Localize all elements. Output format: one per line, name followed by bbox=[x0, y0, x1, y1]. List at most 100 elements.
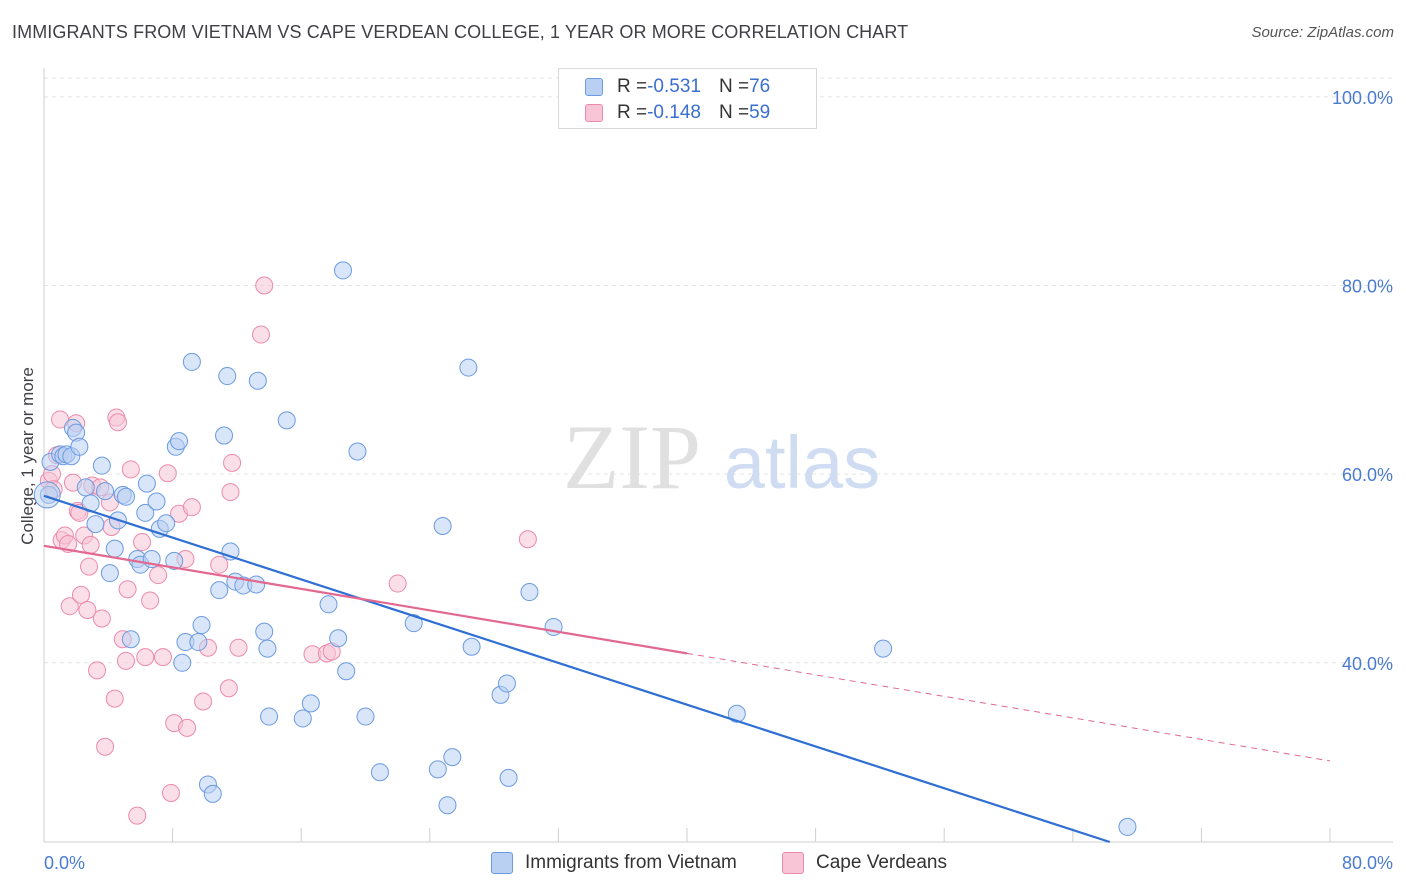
data-point-vietnam bbox=[121, 630, 140, 649]
data-point-vietnam bbox=[215, 426, 234, 445]
data-point-vietnam bbox=[459, 358, 478, 377]
watermark-zip: ZIP bbox=[563, 406, 701, 508]
data-point-vietnam bbox=[258, 639, 277, 658]
data-point-vietnam bbox=[137, 474, 156, 493]
data-point-vietnam bbox=[1118, 817, 1137, 836]
data-point-vietnam bbox=[218, 367, 237, 386]
series-immigrants-from-vietnam bbox=[33, 261, 1137, 836]
data-point-cape bbox=[96, 737, 115, 756]
data-point-vietnam bbox=[33, 481, 61, 509]
data-point-cape bbox=[116, 651, 135, 670]
data-point-cape bbox=[518, 530, 537, 549]
data-point-vietnam bbox=[86, 515, 105, 534]
legend-n-value: 76 bbox=[749, 76, 771, 97]
data-point-vietnam bbox=[192, 616, 211, 635]
data-point-cape bbox=[252, 325, 271, 344]
data-point-cape bbox=[182, 498, 201, 517]
data-point-cape bbox=[221, 483, 240, 502]
watermark-atlas: atlas bbox=[724, 421, 880, 504]
trend-line-vietnam bbox=[43, 494, 1111, 844]
legend-r-label: R = bbox=[617, 76, 648, 97]
legend-swatch-vietnam bbox=[585, 78, 603, 96]
data-point-cape bbox=[223, 453, 242, 472]
data-point-cape bbox=[108, 413, 127, 432]
data-point-vietnam bbox=[433, 517, 452, 536]
data-point-cape bbox=[388, 574, 407, 593]
data-point-cape bbox=[141, 591, 160, 610]
data-point-vietnam bbox=[356, 707, 375, 726]
bottom-legend-label-vietnam: Immigrants from Vietnam bbox=[525, 852, 737, 873]
data-point-vietnam bbox=[116, 487, 135, 506]
data-point-cape bbox=[210, 555, 229, 574]
data-point-vietnam bbox=[301, 694, 320, 713]
legend-row-cape: R = -0.148 N = 59 bbox=[585, 100, 770, 126]
data-point-cape bbox=[136, 648, 155, 667]
data-point-vietnam bbox=[319, 595, 338, 614]
data-point-vietnam bbox=[404, 614, 423, 633]
data-point-vietnam bbox=[333, 261, 352, 280]
legend-n-value: 59 bbox=[749, 102, 771, 123]
data-point-cape bbox=[121, 460, 140, 479]
legend-row-vietnam: R = -0.531 N = 76 bbox=[585, 74, 770, 100]
data-point-cape bbox=[158, 464, 177, 483]
data-point-vietnam bbox=[147, 492, 166, 511]
data-point-vietnam bbox=[105, 539, 124, 558]
y-tick-label: 80.0% bbox=[1342, 277, 1393, 297]
data-point-vietnam bbox=[462, 637, 481, 656]
legend-n-label: N = bbox=[718, 102, 750, 123]
data-point-cape bbox=[118, 580, 137, 599]
data-point-vietnam bbox=[136, 503, 155, 522]
data-point-vietnam bbox=[293, 709, 312, 728]
bottom-legend-vietnam: Immigrants from Vietnam bbox=[491, 852, 737, 874]
x-tick-label-max: 80.0% bbox=[1342, 853, 1393, 873]
data-point-vietnam bbox=[428, 760, 447, 779]
bottom-legend-swatch-vietnam bbox=[491, 852, 513, 874]
y-tick-label: 60.0% bbox=[1342, 465, 1393, 485]
data-point-cape bbox=[71, 585, 90, 604]
y-tick-label: 40.0% bbox=[1342, 654, 1393, 674]
data-point-vietnam bbox=[874, 639, 893, 658]
data-point-cape bbox=[105, 689, 124, 708]
source-label: Source: ZipAtlas.com bbox=[1251, 24, 1394, 41]
data-point-cape bbox=[92, 609, 111, 628]
data-point-vietnam bbox=[157, 514, 176, 533]
data-point-vietnam bbox=[92, 456, 111, 475]
watermark: ZIP atlas bbox=[563, 406, 880, 508]
data-point-vietnam bbox=[76, 478, 95, 497]
data-point-vietnam bbox=[203, 784, 222, 803]
data-point-cape bbox=[80, 557, 99, 576]
data-point-vietnam bbox=[170, 432, 189, 451]
data-point-vietnam bbox=[499, 768, 518, 787]
data-point-vietnam bbox=[255, 622, 274, 641]
data-point-vietnam bbox=[370, 763, 389, 782]
data-point-cape bbox=[81, 535, 100, 554]
data-point-vietnam bbox=[165, 551, 184, 570]
data-point-vietnam bbox=[727, 704, 746, 723]
y-tick-labels: 40.0% 60.0% 80.0% 100.0% bbox=[1332, 88, 1393, 674]
data-point-vietnam bbox=[443, 748, 462, 767]
x-tick-label-min: 0.0% bbox=[44, 853, 85, 873]
data-point-cape bbox=[219, 679, 238, 698]
legend-r-label: R = bbox=[617, 102, 648, 123]
data-point-vietnam bbox=[497, 674, 516, 693]
axes bbox=[43, 68, 1393, 843]
data-point-vietnam bbox=[348, 442, 367, 461]
data-point-vietnam bbox=[96, 482, 115, 501]
trend-lines bbox=[43, 494, 1331, 844]
bottom-legend-swatch-cape bbox=[782, 852, 804, 874]
data-point-vietnam bbox=[70, 437, 89, 456]
trend-line-cape bbox=[43, 544, 688, 655]
legend: R = -0.531 N = 76 R = -0.148 N = 59 bbox=[558, 68, 817, 129]
data-point-cape bbox=[194, 692, 213, 711]
data-point-cape bbox=[149, 566, 168, 585]
bottom-legend-label-cape: Cape Verdeans bbox=[816, 852, 947, 873]
data-point-cape bbox=[88, 661, 107, 680]
data-point-vietnam bbox=[182, 352, 201, 371]
data-point-cape bbox=[78, 600, 97, 619]
legend-r-value: -0.531 bbox=[647, 76, 701, 97]
data-point-cape bbox=[161, 783, 180, 802]
data-point-vietnam bbox=[438, 796, 457, 815]
chart-title: IMMIGRANTS FROM VIETNAM VS CAPE VERDEAN … bbox=[12, 22, 909, 42]
legend-n-label: N = bbox=[718, 76, 750, 97]
